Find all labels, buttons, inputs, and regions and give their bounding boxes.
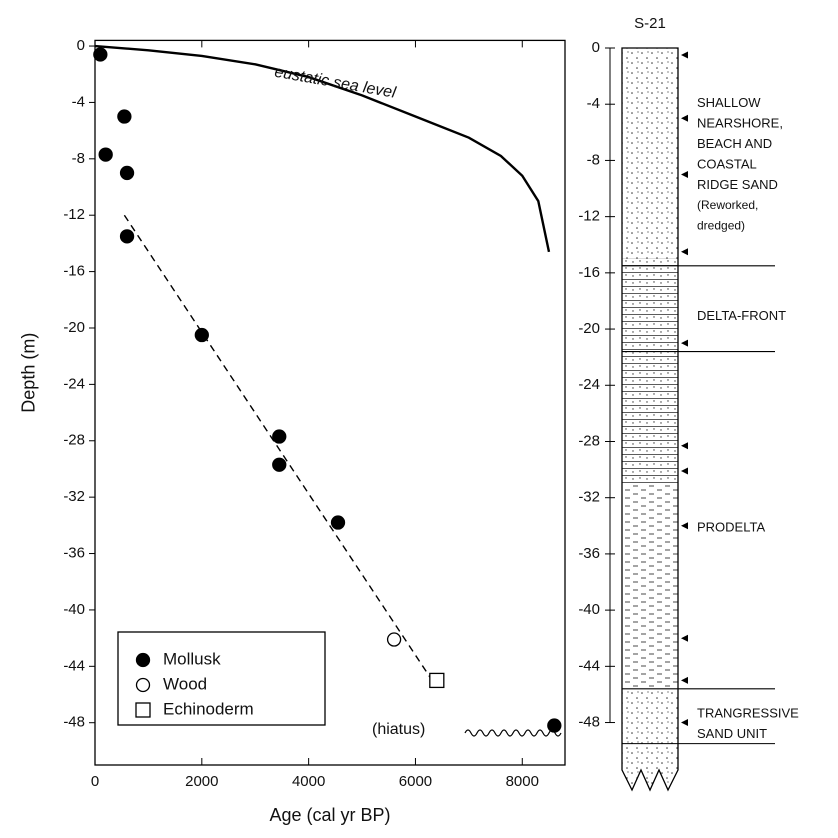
sample-marker	[681, 114, 688, 122]
x-tick-label: 2000	[185, 773, 218, 790]
unit-label: RIDGE SAND	[697, 177, 778, 192]
unit-label: NEARSHORE,	[697, 115, 783, 130]
y-tick-label: 0	[592, 39, 600, 56]
legend-label: Echinoderm	[163, 699, 254, 718]
y-tick-label: -24	[63, 375, 85, 392]
x-axis-label: Age (cal yr BP)	[269, 805, 390, 825]
legend-marker	[135, 652, 151, 668]
x-tick-label: 4000	[292, 773, 325, 790]
y-tick-label: -28	[578, 432, 600, 449]
legend-marker	[135, 677, 151, 693]
y-tick-label: -36	[578, 545, 600, 562]
sample-marker	[681, 467, 688, 475]
marker-circle	[119, 165, 135, 181]
sample-marker	[681, 634, 688, 642]
column-title: S-21	[634, 15, 666, 32]
marker-circle	[119, 229, 135, 244]
unit-label: SHALLOW	[697, 95, 761, 110]
y-axis-label: Depth (m)	[19, 333, 39, 413]
y-tick-label: -48	[63, 714, 85, 731]
lithology-sand	[622, 688, 678, 790]
marker-circle	[272, 457, 287, 472]
unit-label: dredged)	[697, 219, 745, 233]
marker-circle	[117, 109, 132, 124]
sample-marker	[681, 676, 688, 684]
y-tick-label: -20	[63, 319, 85, 336]
y-tick-label: 0	[77, 37, 85, 54]
legend-label: Wood	[163, 674, 207, 693]
y-tick-label: -28	[63, 432, 85, 449]
marker-circle	[272, 429, 287, 444]
marker-circle	[386, 632, 402, 647]
marker-circle	[93, 47, 108, 62]
y-tick-label: -32	[63, 488, 85, 505]
marker-circle	[547, 718, 562, 733]
trend-line	[123, 214, 438, 688]
x-tick-label: 0	[91, 773, 99, 790]
unit-label: SAND UNIT	[697, 726, 767, 741]
unit-label: TRANGRESSIVE	[697, 705, 799, 720]
unit-label: DELTA-FRONT	[697, 308, 786, 323]
sample-marker	[681, 442, 688, 450]
hiatus-label: (hiatus)	[372, 721, 425, 738]
sample-marker	[681, 522, 688, 530]
unit-label: (Reworked,	[697, 198, 758, 212]
unit-label: BEACH AND	[697, 136, 772, 151]
column-outline	[621, 47, 679, 792]
x-tick-label: 6000	[399, 773, 432, 790]
y-tick-label: -20	[578, 320, 600, 337]
x-tick-label: 8000	[506, 773, 539, 790]
unit-label: PRODELTA	[697, 520, 765, 535]
y-tick-label: -8	[587, 151, 600, 168]
y-tick-label: -12	[63, 206, 85, 223]
sea-level-curve	[94, 44, 551, 253]
marker-circle	[194, 327, 209, 343]
y-tick-label: -36	[63, 545, 85, 562]
legend-box	[117, 631, 326, 726]
y-tick-label: -48	[578, 714, 600, 731]
lithology-laminated-sand	[622, 258, 678, 484]
y-tick-label: -4	[587, 95, 600, 112]
sample-marker	[681, 51, 688, 59]
y-tick-label: -16	[63, 263, 85, 280]
plot-frame	[94, 39, 566, 766]
hiatus-wave	[464, 729, 562, 737]
sample-marker	[681, 339, 688, 347]
sample-marker	[681, 719, 688, 727]
marker-square	[429, 672, 445, 689]
legend-marker	[135, 702, 151, 718]
y-tick-label: -32	[578, 489, 600, 506]
lithology-sand	[622, 48, 678, 259]
y-tick-label: -4	[72, 93, 85, 110]
unit-label: COASTAL	[697, 156, 757, 171]
y-tick-label: -40	[578, 601, 600, 618]
sample-marker	[681, 170, 688, 178]
curve-label: eustatic sea level	[273, 64, 397, 102]
y-tick-label: -12	[578, 208, 600, 225]
marker-circle	[330, 515, 346, 530]
y-tick-label: -44	[63, 657, 85, 674]
marker-circle	[98, 147, 113, 162]
y-tick-label: -40	[63, 601, 85, 618]
legend-label: Mollusk	[163, 649, 221, 668]
y-tick-label: -44	[578, 657, 600, 674]
y-tick-label: -24	[578, 376, 600, 393]
y-tick-label: -8	[72, 150, 85, 167]
sample-marker	[681, 248, 688, 256]
y-tick-label: -16	[578, 264, 600, 281]
lithology-mud	[622, 483, 678, 689]
